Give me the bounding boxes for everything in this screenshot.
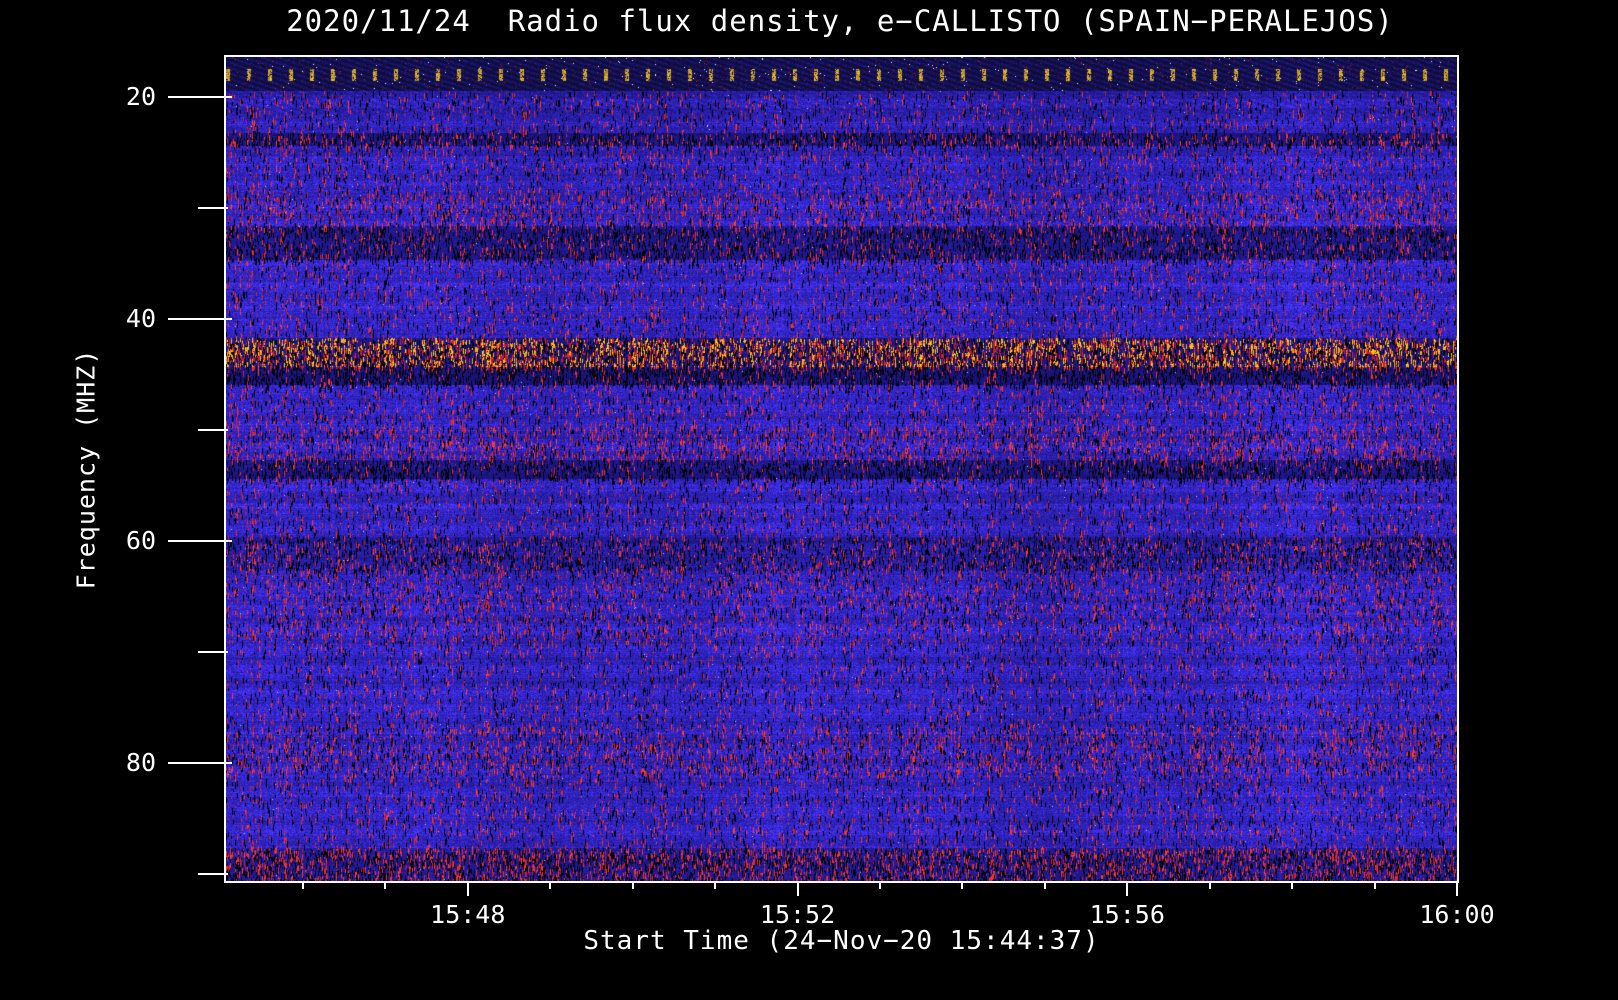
x-tick-label: 15:52 xyxy=(759,900,836,929)
y-tick-label: 80 xyxy=(125,748,156,778)
x-minor-tick-mark xyxy=(878,881,881,889)
x-minor-tick-mark xyxy=(1043,881,1046,889)
x-minor-tick-mark xyxy=(631,881,634,889)
x-minor-tick-mark xyxy=(384,881,387,889)
y-minor-tick-mark xyxy=(198,207,228,210)
x-minor-tick-mark xyxy=(1373,881,1376,889)
y-tick-label: 40 xyxy=(125,304,156,334)
y-tick-mark xyxy=(168,318,232,321)
x-minor-tick-mark xyxy=(301,881,304,889)
y-minor-tick-mark xyxy=(198,429,228,432)
x-minor-tick-mark xyxy=(714,881,717,889)
x-tick-label: 15:56 xyxy=(1089,900,1165,929)
spectrogram-heatmap xyxy=(226,57,1457,881)
y-minor-tick-mark xyxy=(198,651,228,654)
x-minor-tick-mark xyxy=(1208,881,1211,889)
x-minor-tick-mark xyxy=(1291,881,1294,889)
y-tick-mark xyxy=(168,95,232,98)
x-tick-mark xyxy=(1126,881,1129,896)
chart-title: 2020/11/24 Radio flux density, e−CALLIST… xyxy=(286,4,1394,38)
y-tick-mark xyxy=(168,540,232,543)
x-tick-label: 15:48 xyxy=(430,900,506,929)
x-tick-label: 16:00 xyxy=(1419,900,1495,929)
y-tick-mark xyxy=(168,762,232,765)
x-minor-tick-mark xyxy=(549,881,552,889)
x-axis-title: Start Time (24−Nov−20 15:44:37) xyxy=(583,926,1100,956)
x-tick-mark xyxy=(466,881,469,896)
y-minor-tick-mark xyxy=(198,873,228,876)
x-tick-mark xyxy=(796,881,799,896)
x-tick-mark xyxy=(1456,881,1458,896)
y-tick-label: 60 xyxy=(125,526,156,556)
x-minor-tick-mark xyxy=(961,881,964,889)
y-tick-label: 20 xyxy=(125,81,156,111)
